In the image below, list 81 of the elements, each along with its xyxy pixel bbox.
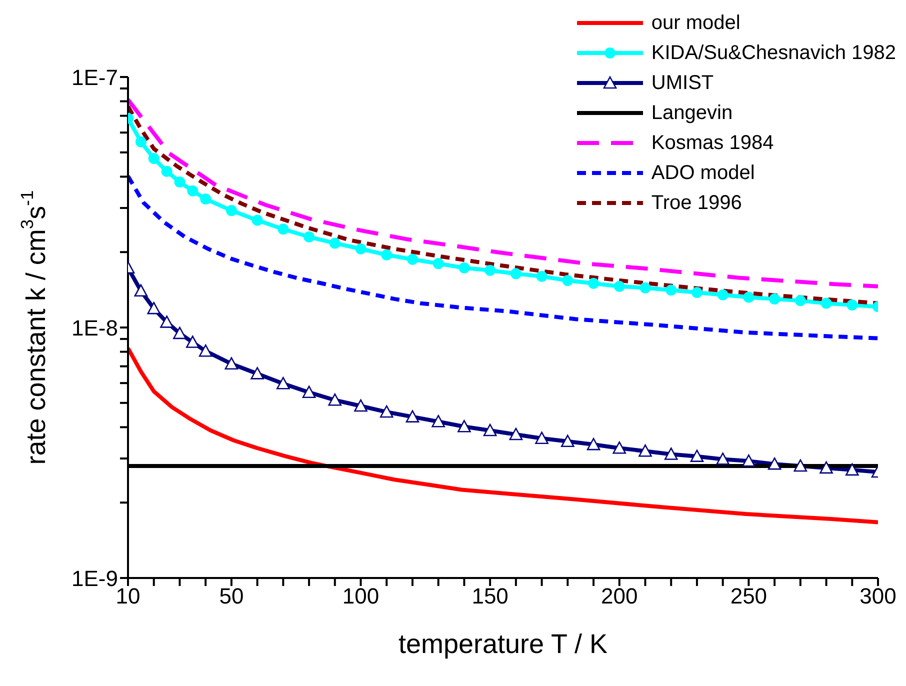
point (380, 405, 394, 418)
point (666, 284, 677, 296)
y-tick-label: 1E-9 (72, 566, 118, 591)
point (691, 286, 702, 298)
point (768, 457, 782, 470)
point (224, 357, 238, 370)
point (198, 344, 212, 357)
point (717, 289, 728, 300)
legend-label: KIDA/Su&Chesnavich 1982 (651, 41, 896, 66)
point (276, 376, 290, 390)
legend-label: Troe 1996 (651, 191, 742, 216)
x-axis-title: temperature T / K (398, 629, 608, 660)
point (161, 166, 172, 177)
point (845, 463, 859, 476)
x-tick-label: 250 (730, 584, 768, 609)
point (135, 136, 146, 148)
x-tick-label: 50 (219, 584, 244, 609)
point (432, 414, 445, 428)
point (134, 284, 148, 297)
point (200, 193, 212, 204)
point (148, 152, 160, 164)
point (535, 432, 548, 444)
point (536, 270, 548, 282)
point (716, 452, 730, 465)
x-tick-label: 300 (860, 584, 896, 609)
point (510, 268, 522, 280)
point (174, 176, 186, 188)
point (690, 450, 704, 462)
point (160, 316, 174, 328)
point (586, 438, 600, 450)
legend-label: Langevin (651, 101, 733, 126)
point (354, 399, 368, 412)
point (173, 326, 186, 340)
point (226, 205, 237, 216)
legend-label: UMIST (651, 71, 714, 96)
point (664, 448, 678, 460)
point (329, 238, 340, 249)
point (187, 185, 198, 196)
point (743, 292, 754, 303)
point (406, 410, 420, 422)
point (742, 454, 756, 467)
point (432, 258, 444, 270)
legend-label: ADO model (651, 161, 755, 186)
point (614, 280, 625, 292)
point (640, 282, 651, 294)
point (302, 386, 316, 398)
point (484, 264, 496, 276)
point (820, 461, 833, 474)
point (355, 243, 366, 254)
point (406, 254, 418, 265)
x-tick-label: 100 (342, 584, 380, 609)
point (562, 275, 574, 286)
y-tick-label: 1E-8 (72, 315, 118, 340)
point (304, 231, 315, 242)
point (250, 367, 264, 380)
point (147, 302, 161, 314)
point (186, 336, 200, 348)
point (252, 214, 263, 226)
point (509, 428, 523, 440)
point (588, 278, 600, 289)
point (638, 444, 652, 457)
point (458, 420, 471, 432)
point (328, 393, 342, 406)
line-series (128, 346, 878, 524)
y-tick-label: 1E-7 (72, 64, 118, 90)
point (794, 459, 808, 472)
point (846, 299, 858, 310)
x-tick-label: 10 (116, 584, 140, 609)
point (769, 293, 780, 304)
legend-label: our model (651, 11, 740, 36)
point (561, 434, 574, 448)
legend-label: Kosmas 1984 (651, 131, 774, 156)
point (820, 298, 832, 309)
point (612, 441, 626, 454)
point (794, 295, 806, 306)
x-tick-label: 150 (472, 584, 508, 609)
point (458, 262, 470, 274)
point (483, 424, 497, 436)
point (278, 224, 289, 235)
x-tick-label: 200 (601, 584, 638, 609)
point (381, 249, 392, 260)
